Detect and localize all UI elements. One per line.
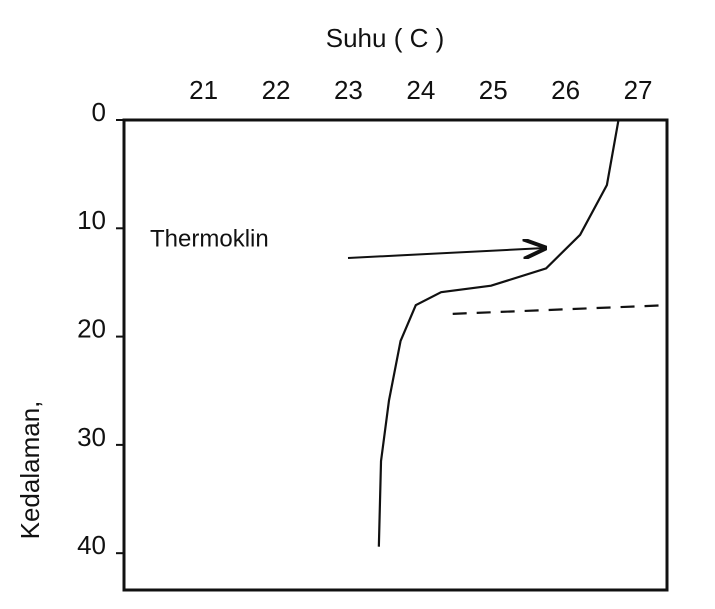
y-tick-label: 20 <box>77 313 106 343</box>
y-tick-label: 30 <box>77 422 106 452</box>
annotation-arrow <box>347 248 545 258</box>
annotation: Thermoklin <box>150 225 269 252</box>
x-tick-label: 22 <box>262 75 291 105</box>
y-tick-label: 10 <box>77 205 106 235</box>
x-tick-label: 25 <box>479 75 508 105</box>
x-tick-label: 23 <box>334 75 363 105</box>
x-tick-label: 27 <box>624 75 653 105</box>
y-tick-label: 0 <box>92 97 106 127</box>
x-tick-label: 26 <box>551 75 580 105</box>
x-tick-label: 21 <box>189 75 218 105</box>
x-tick-label: 24 <box>406 75 435 105</box>
x-axis-title: Suhu ( C ) <box>326 23 445 53</box>
y-tick-label: 40 <box>77 530 106 560</box>
plot-frame <box>122 118 669 592</box>
profile-line <box>377 119 620 547</box>
y-axis-title: Kedalaman, <box>15 401 45 540</box>
dashed-line <box>452 304 668 315</box>
